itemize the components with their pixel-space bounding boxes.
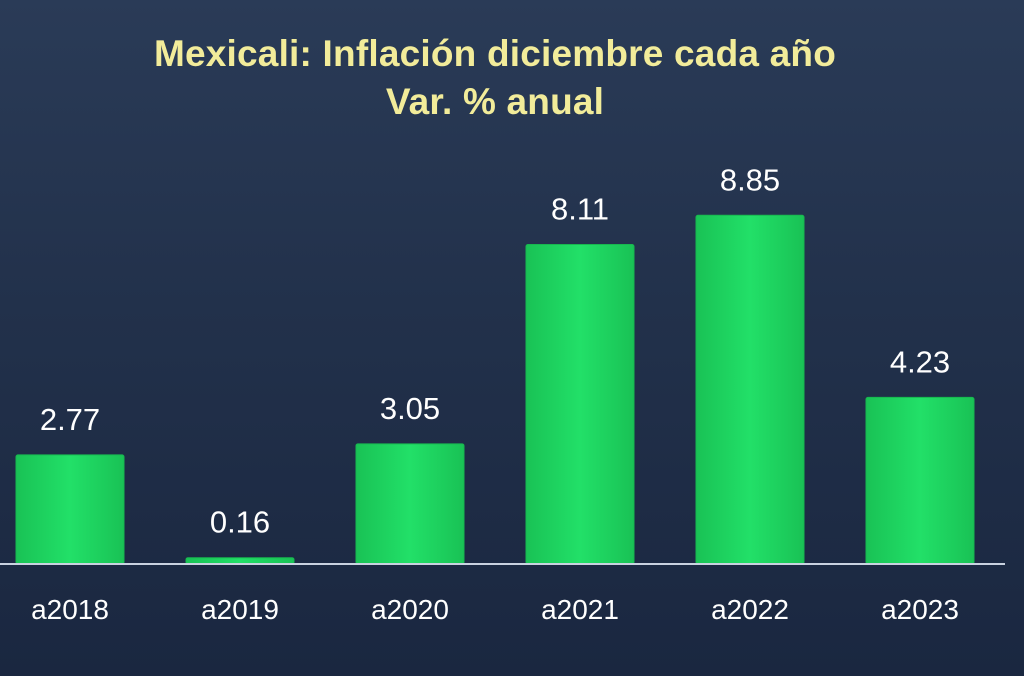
bars-group	[15, 214, 975, 565]
bar-a2021	[525, 243, 635, 565]
category-label-a2019: a2019	[201, 594, 279, 625]
chart-subtitle: Var. % anual	[385, 81, 605, 122]
category-label-a2023: a2023	[881, 594, 959, 625]
chart-title: Mexicali: Inflación diciembre cada año	[153, 33, 837, 74]
value-label-a2019: 0.16	[210, 505, 270, 540]
chart-title-block: Mexicali: Inflación diciembre cada año V…	[0, 30, 990, 126]
value-label-a2020: 3.05	[380, 391, 440, 426]
value-label-a2018: 2.77	[40, 402, 100, 437]
bar-a2022	[695, 214, 805, 565]
bar-a2020	[355, 443, 465, 565]
bar-a2023	[865, 396, 975, 565]
category-label-a2022: a2022	[711, 594, 789, 625]
value-labels-group: 2.77 0.16 3.05 8.11 8.85 4.23	[40, 162, 950, 539]
bar-a2018	[15, 454, 125, 565]
category-label-a2021: a2021	[541, 594, 619, 625]
category-label-a2020: a2020	[371, 594, 449, 625]
category-labels-group: a2018 a2019 a2020 a2021 a2022 a2023	[31, 594, 959, 625]
category-label-a2018: a2018	[31, 594, 109, 625]
value-label-a2023: 4.23	[890, 344, 950, 379]
value-label-a2021: 8.11	[551, 191, 609, 226]
value-label-a2022: 8.85	[720, 162, 780, 197]
